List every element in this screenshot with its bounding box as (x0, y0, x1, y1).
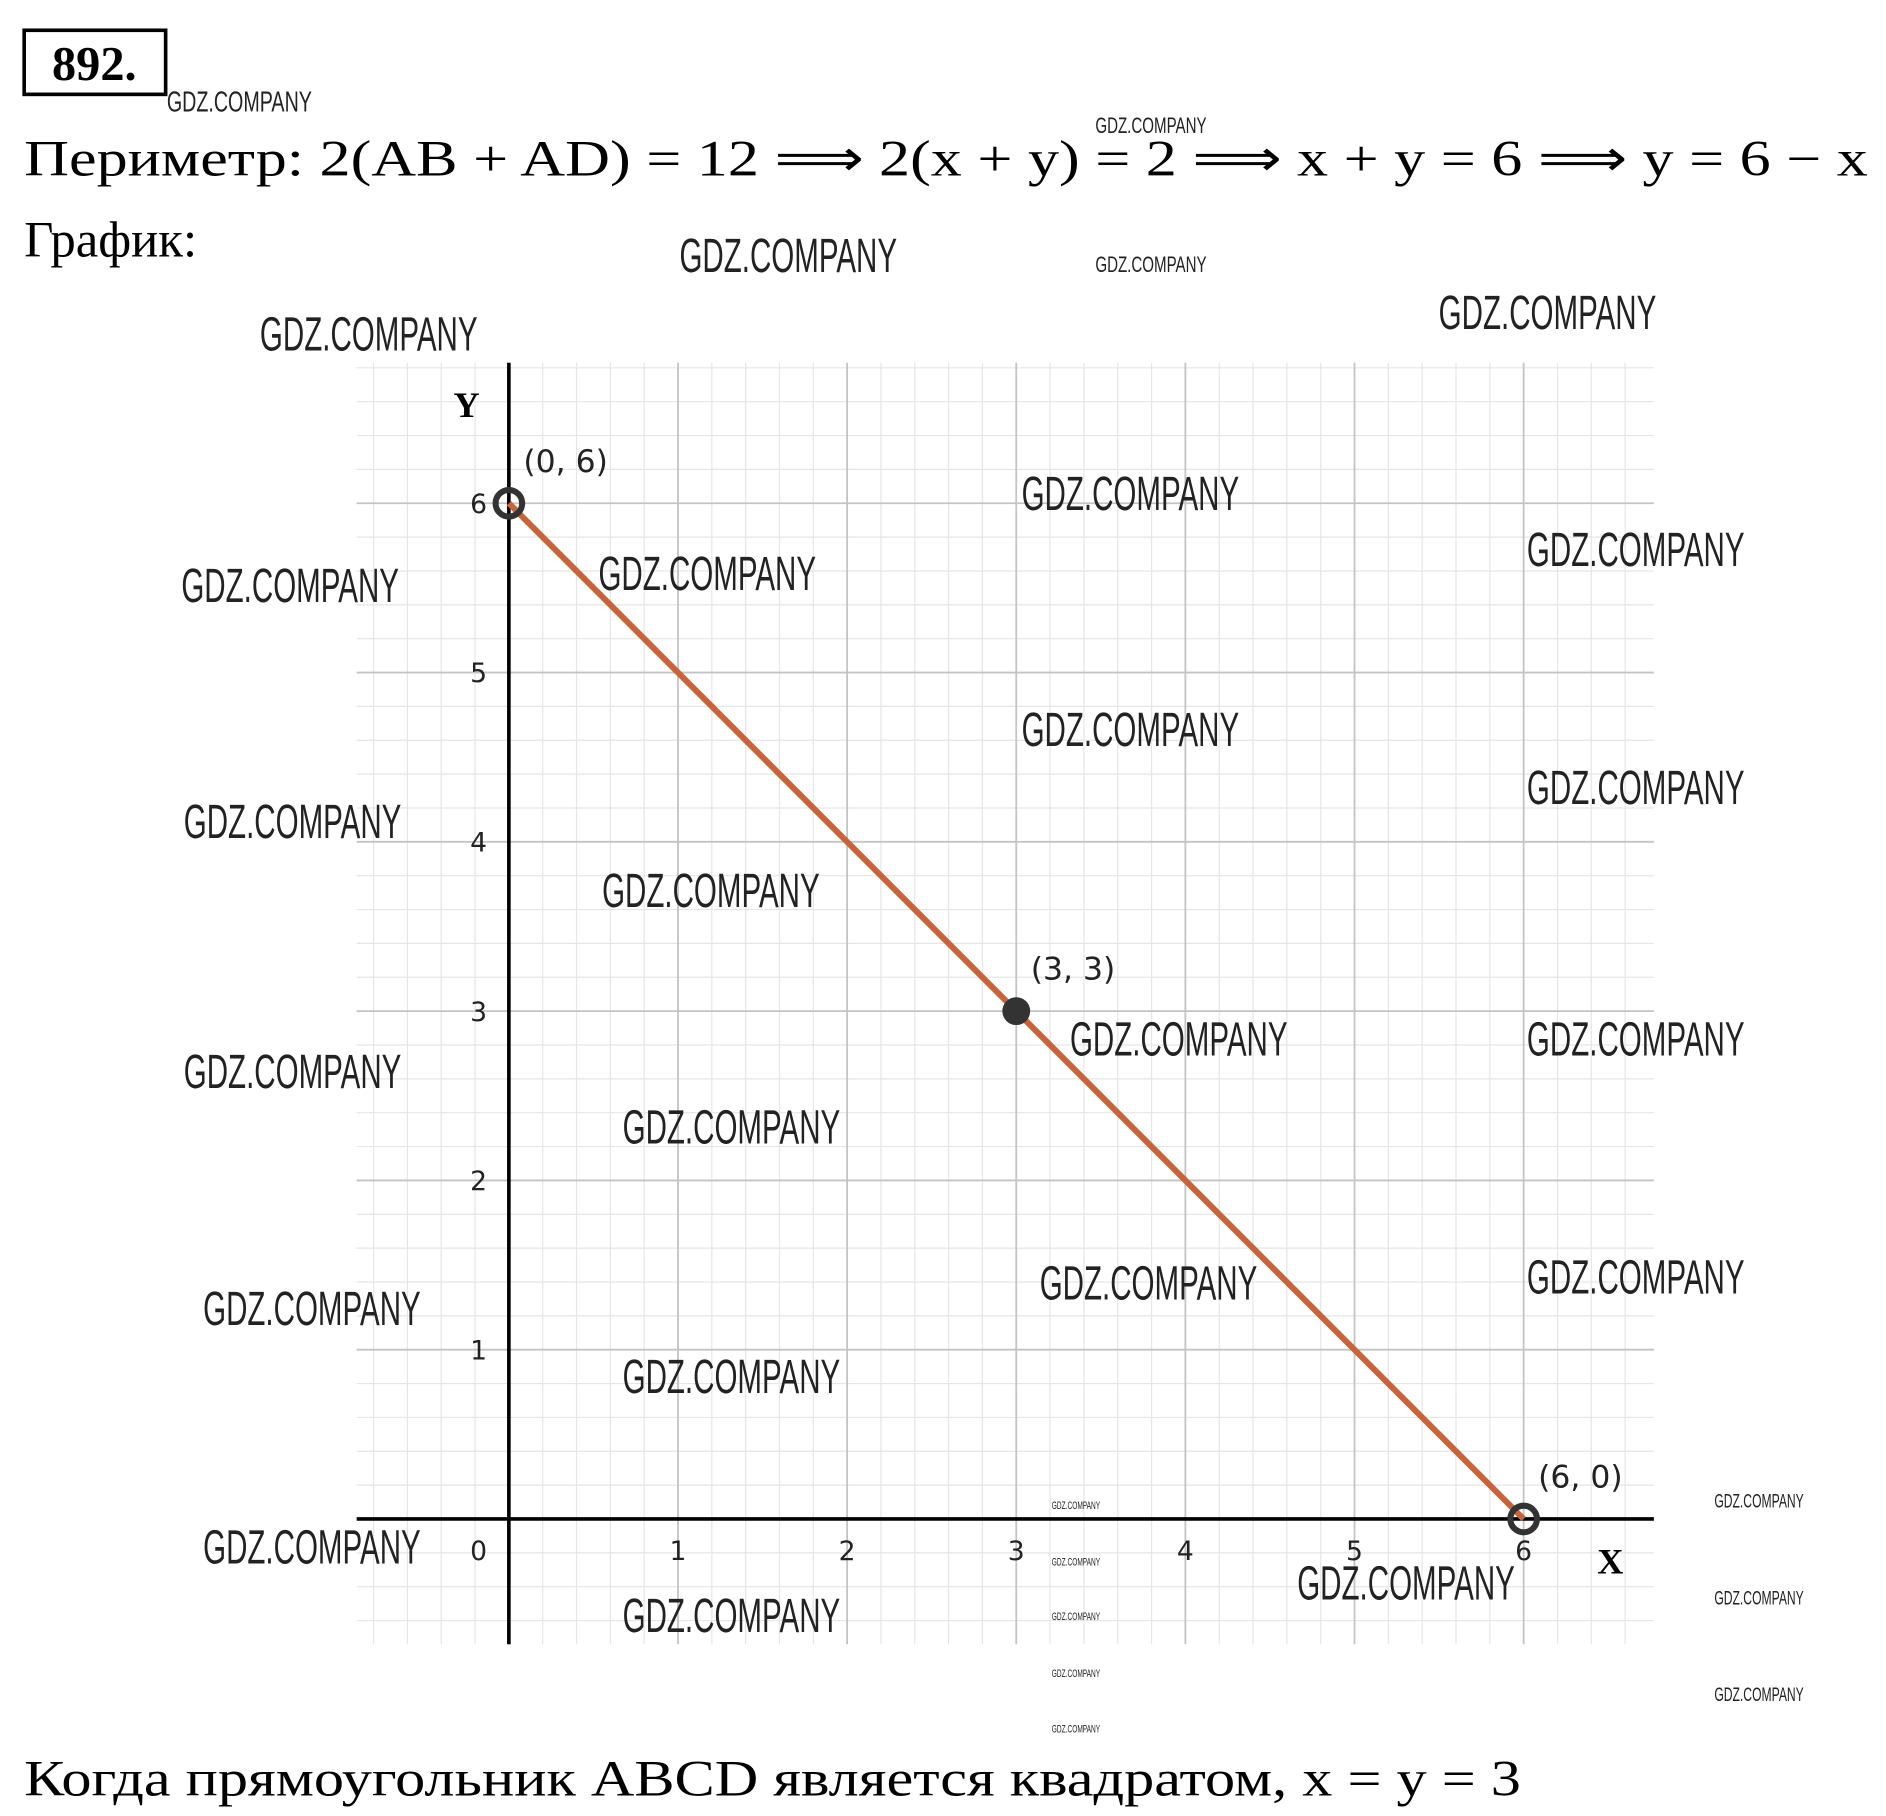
y-axis-label: Y (453, 385, 479, 425)
watermark: GDZ.COMPANY (1022, 704, 1240, 757)
watermark: GDZ.COMPANY (1095, 113, 1207, 138)
watermark: GDZ.COMPANY (1070, 1013, 1288, 1066)
watermark: GDZ.COMPANY (203, 1283, 421, 1336)
point-label: (3, 3) (1031, 952, 1115, 988)
watermark: GDZ.COMPANY (260, 309, 478, 362)
point-label: (6, 0) (1538, 1460, 1622, 1496)
x-tick-label: 5 (1346, 1536, 1363, 1567)
y-tick-label: 1 (470, 1335, 487, 1366)
watermark: GDZ.COMPANY (1052, 1557, 1101, 1569)
watermark: GDZ.COMPANY (623, 1102, 841, 1155)
y-tick-label: 5 (470, 658, 487, 689)
watermark: GDZ.COMPANY (679, 230, 897, 283)
watermark: GDZ.COMPANY (1527, 762, 1745, 815)
watermark: GDZ.COMPANY (623, 1351, 841, 1404)
x-tick-label: 2 (839, 1536, 856, 1567)
watermark: GDZ.COMPANY (1527, 1013, 1745, 1066)
watermark: GDZ.COMPANY (1052, 1500, 1101, 1512)
watermark: GDZ.COMPANY (1022, 468, 1240, 521)
watermark: GDZ.COMPANY (184, 1046, 402, 1099)
perimeter-line: Периметр: 2(AB + AD) = 12 ⟹ 2(x + y) = 2… (24, 130, 1868, 186)
x-tick-label: 4 (1177, 1536, 1194, 1567)
watermark: GDZ.COMPANY (1052, 1611, 1101, 1623)
watermark: GDZ.COMPANY (1297, 1558, 1515, 1611)
watermark: GDZ.COMPANY (184, 796, 402, 849)
watermark: GDZ.COMPANY (1439, 287, 1657, 340)
y-tick-label: 2 (470, 1166, 487, 1197)
x-axis-label: X (1597, 1541, 1623, 1581)
graph-label: График: (24, 211, 197, 267)
watermark: GDZ.COMPANY (1714, 1491, 1803, 1513)
watermark: GDZ.COMPANY (1052, 1724, 1101, 1736)
watermark: GDZ.COMPANY (181, 560, 399, 613)
x-tick-label: 3 (1008, 1536, 1025, 1567)
conclusion: Когда прямоугольник ABCD является квадра… (24, 1750, 1521, 1806)
watermark: GDZ.COMPANY (1714, 1684, 1803, 1706)
x-tick-label: 0 (470, 1536, 487, 1567)
number-box (22, 28, 168, 97)
watermark: GDZ.COMPANY (1527, 524, 1745, 577)
watermark: GDZ.COMPANY (598, 548, 816, 601)
watermark: GDZ.COMPANY (1527, 1252, 1745, 1305)
watermark: GDZ.COMPANY (203, 1521, 421, 1574)
watermark: GDZ.COMPANY (1040, 1258, 1258, 1311)
y-tick-label: 4 (470, 828, 487, 859)
graph: 0 1 2 3 4 5 6 1 2 3 4 5 6 X Y (0, 6) (3, 3) (6, 0) (356, 362, 1654, 1645)
watermark: GDZ.COMPANY (1052, 1668, 1101, 1680)
x-tick-label: 6 (1515, 1536, 1532, 1567)
watermark: GDZ.COMPANY (623, 1590, 841, 1643)
point-marker (1507, 1502, 1540, 1536)
point-marker (492, 486, 526, 520)
x-tick-label: 1 (670, 1536, 687, 1567)
point-marker (1002, 997, 1031, 1026)
y-tick-label: 6 (470, 489, 487, 520)
watermark: GDZ.COMPANY (167, 85, 312, 117)
y-tick-label: 3 (470, 997, 487, 1028)
point-label: (0, 6) (523, 444, 607, 480)
watermark: GDZ.COMPANY (1095, 252, 1207, 277)
watermarks: GDZ.COMPANY GDZ.COMPANY GDZ.COMPANY GDZ.COM… (167, 85, 1804, 1735)
problem-number: 892. (52, 38, 137, 91)
watermark: GDZ.COMPANY (602, 865, 820, 918)
watermark: GDZ.COMPANY (1714, 1587, 1803, 1609)
